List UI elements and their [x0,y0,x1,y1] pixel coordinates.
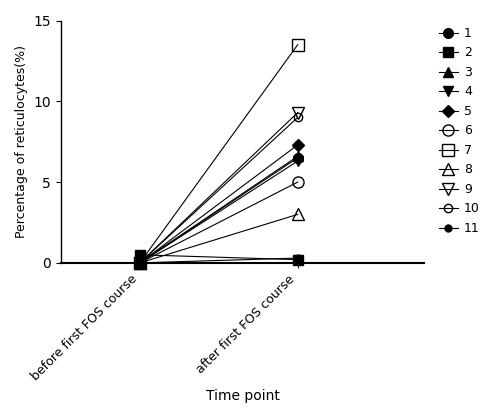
Y-axis label: Percentage of reticulocytes(%): Percentage of reticulocytes(%) [15,45,28,238]
Legend: 1, 2, 3, 4, 5, 6, 7, 8, 9, 10, 11: 1, 2, 3, 4, 5, 6, 7, 8, 9, 10, 11 [434,22,485,240]
X-axis label: Time point: Time point [206,389,280,403]
